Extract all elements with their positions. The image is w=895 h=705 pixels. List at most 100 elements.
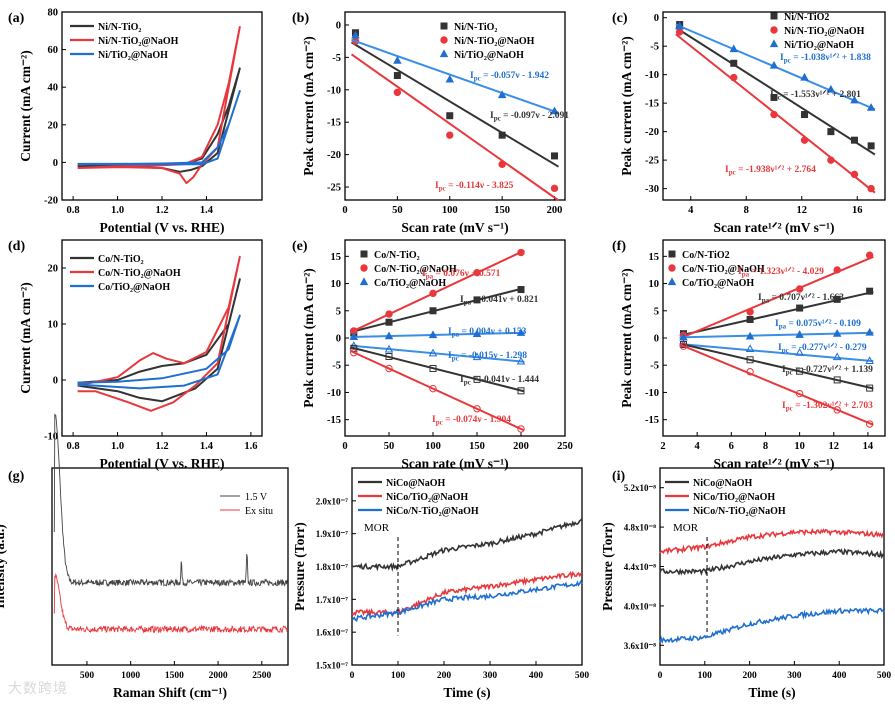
panel-b-data-point xyxy=(446,112,454,120)
panel-e-panel-label: (e) xyxy=(292,239,308,254)
panel-e-legend-label: Co/N-TiO₂ xyxy=(374,250,420,261)
panel-e-ytick-label: -5 xyxy=(332,361,341,372)
panel-c-legend-label: Ni/N-TiO2 xyxy=(784,12,829,23)
panel-b-ytick-label: -25 xyxy=(327,183,341,194)
panel-c-legend-label: Ni/TiO₂@NaOH xyxy=(784,40,854,51)
panel-b-fit-equation: Ipc = -0.097ν - 2.091 xyxy=(490,111,569,123)
panel-b-xtick-label: 100 xyxy=(442,205,458,216)
panel-a-xlabel: Potential (V vs. RHE) xyxy=(100,220,225,235)
panel-b-legend-label: Ni/N-TiO₂ xyxy=(454,22,497,33)
panel-b-fit-equation: Ipc = -0.057ν - 1.942 xyxy=(470,71,549,83)
panel-e-data-point xyxy=(428,348,438,357)
panel-f-data-point xyxy=(795,330,804,338)
panel-h-legend-label: NiCo/N-TiO₂@NaOH xyxy=(386,506,479,517)
panel-f-ytick-label: -10 xyxy=(645,388,659,399)
panel-i-ytick-label: 4.4x10⁻⁸ xyxy=(624,562,657,572)
panel-b-data-point xyxy=(446,131,454,139)
panel-c-data-point xyxy=(800,136,809,144)
panel-c-ylabel: Peak current (mA cm⁻²) xyxy=(619,36,634,176)
panel-c-legend-marker xyxy=(770,12,778,20)
panel-c-ytick-label: -30 xyxy=(645,184,659,195)
panel-b-xlabel: Scan rate (mV s⁻¹) xyxy=(401,220,508,235)
panel-b-data-point xyxy=(550,106,559,115)
panel-f-data-point xyxy=(746,368,754,376)
panel-f-data-point xyxy=(745,331,755,340)
panel-f-fit-line xyxy=(679,343,874,426)
panel-i-xtick-label: 0 xyxy=(658,671,663,681)
panel-c-legend-marker xyxy=(769,39,779,48)
panel-f-fit-equation: Ipc = -1.302ν¹ᐟ² + 2.703 xyxy=(782,400,873,413)
panel-g-axes: 500 1000 1500 2000 2500 Raman Shift (cm⁻¹) Int… xyxy=(0,413,289,700)
panel-h-pressure-trace xyxy=(351,518,583,572)
panel-f-fit-equation: Ipa = 0.075ν¹ᐟ² - 0.109 xyxy=(775,318,861,331)
panel-g-xtick-label: 1500 xyxy=(165,671,184,681)
panel-h-xtick-label: 200 xyxy=(437,671,452,681)
panel-d-xlabel: Potential (V vs. RHE) xyxy=(100,456,225,471)
panel-f-fit-equation: Ipa = 1.323ν¹ᐟ² - 4.029 xyxy=(738,266,824,279)
panel-a-ytick-label: 40 xyxy=(48,83,59,94)
panel-f-data-point xyxy=(745,344,755,352)
panel-e-fit-line xyxy=(350,346,525,393)
panel-f-data-point xyxy=(833,266,841,274)
panel-f-data-point xyxy=(865,251,874,259)
panel-e-data-point xyxy=(385,353,393,361)
panel-g-panel-label: (g) xyxy=(8,469,25,484)
panel-f-data-point xyxy=(865,327,874,336)
panel-f-fit-line xyxy=(679,342,874,390)
panel-e-ylabel: Peak current (mA cm⁻²) xyxy=(301,268,316,408)
panel-i-mor-label: MOR xyxy=(673,522,699,534)
panel-c-data-point xyxy=(866,103,876,111)
panel-h-xtick-label: 500 xyxy=(575,671,590,681)
panel-h-xtick-label: 300 xyxy=(483,671,498,681)
panel-c-ytick-label: -20 xyxy=(645,127,659,138)
panel-h-xlabel: Time (s) xyxy=(443,685,490,700)
panel-d-ytick-label: 10 xyxy=(48,320,59,331)
panel-e-xtick-label: 0 xyxy=(342,441,347,452)
panel-b-data-point xyxy=(498,160,506,169)
panel-g-xtick-label: 1000 xyxy=(121,671,140,681)
panel-c-ytick-label: 0 xyxy=(654,13,659,24)
panel-e-fit-equation: Ipa = 0.041ν + 0.821 xyxy=(460,295,539,307)
panel-b-legend-marker xyxy=(439,49,449,58)
panel-e-fit-equation: Ipc = -0.041ν - 1.444 xyxy=(460,375,539,387)
panel-f-data-point xyxy=(796,304,804,312)
panel-e-ytick-label: 0 xyxy=(336,334,341,345)
panel-e-data-point xyxy=(429,384,437,393)
panel-b-xtick-label: 0 xyxy=(342,205,347,216)
panel-f-fit-line xyxy=(679,331,874,339)
panel-f-data-point xyxy=(832,352,842,361)
panel-f-xtick-label: 10 xyxy=(794,441,805,452)
panel-f-ytick-label: 5 xyxy=(654,306,659,317)
panel-d-xtick-label: 1.2 xyxy=(155,441,168,452)
panel-b-fit-equation: Ipc = -0.114ν - 3.825 xyxy=(435,181,514,193)
panel-a-xtick-label: 1.0 xyxy=(111,205,124,216)
panel-a-panel-label: (a) xyxy=(8,11,25,26)
panel-b-frame xyxy=(344,11,566,201)
panel-g-legend-label: Ex situ xyxy=(245,506,273,517)
panel-i-legend-label: NiCo/TiO₂@NaOH xyxy=(693,492,775,503)
panel-b-legend-label: Ni/TiO₂@NaOH xyxy=(454,50,524,61)
panel-i-ytick-label: 4.0x10⁻⁸ xyxy=(624,601,657,611)
panel-e-fit-line xyxy=(350,331,525,339)
panel-c-data-point xyxy=(827,156,835,164)
panel-e-data-point xyxy=(516,328,526,336)
panel-e-fit-line xyxy=(350,344,525,363)
panel-a-xtick-label: 0.8 xyxy=(67,205,80,216)
panel-a-ytick-label: -20 xyxy=(44,196,58,207)
panel-e-xtick-label: 150 xyxy=(469,441,485,452)
panel-f-legend-marker xyxy=(668,264,676,272)
panel-e-fit-equation: Ipa = 0.076ν + 0.571 xyxy=(422,269,501,281)
panel-i-xtick-label: 400 xyxy=(832,671,847,681)
panel-f-data-point xyxy=(746,308,754,316)
panel-a-ytick-label: 60 xyxy=(48,45,59,56)
panel-e-legend-label: Co/N-TiO₂@NaOH xyxy=(374,264,457,275)
panel-c-fit-equation: Ipc = -1.553ν¹ᐟ² + 2.801 xyxy=(770,89,861,102)
panel-h-legend-label: NiCo@NaOH xyxy=(386,478,446,489)
panel-b-legend-marker xyxy=(440,36,448,44)
panel-e-xtick-label: 100 xyxy=(425,441,441,452)
panel-h-ytick-label: 1.8x10⁻⁷ xyxy=(316,562,349,572)
watermark-text: 大数跨境 xyxy=(8,681,68,697)
panel-a-cv-curve xyxy=(77,90,241,166)
panel-b-ytick-label: -20 xyxy=(327,150,341,161)
panel-f-xtick-label: 2 xyxy=(660,441,665,452)
